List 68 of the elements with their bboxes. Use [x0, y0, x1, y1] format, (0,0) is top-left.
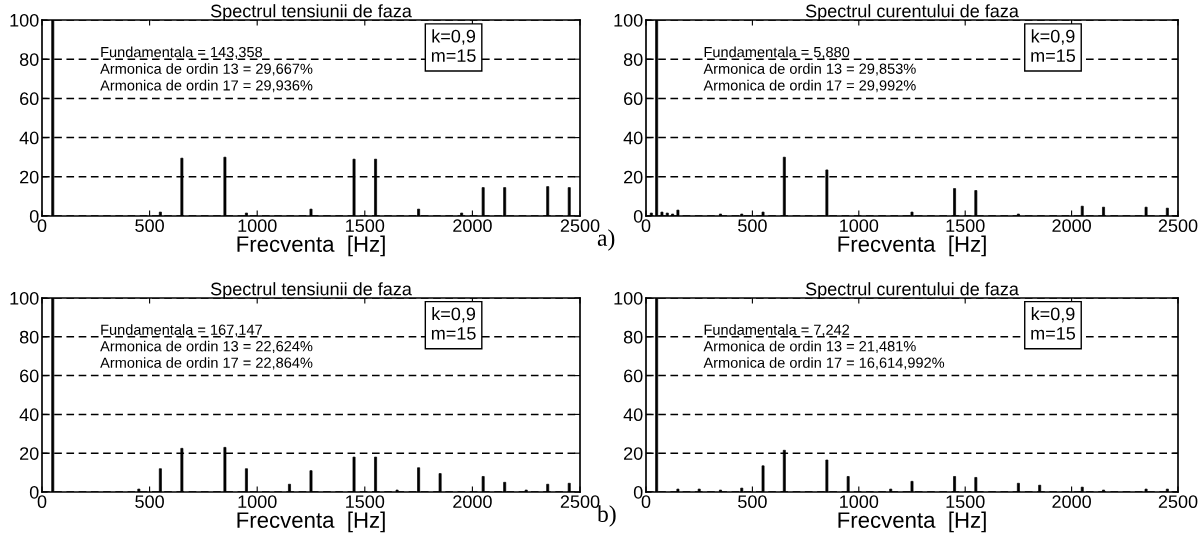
annotation: k=0,9 m=15	[431, 29, 476, 63]
x-tick-label: 2500	[1158, 495, 1198, 509]
text: a)	[597, 229, 615, 251]
x-axis-title: Frecventa [Hz]	[237, 511, 385, 533]
y-tick-label: 20	[20, 447, 39, 460]
x-tick-label: 1500	[346, 219, 385, 233]
y-tick-label: 0	[29, 485, 39, 499]
y-tick-label: 60	[20, 369, 39, 383]
y-tick-label: 100	[10, 291, 39, 305]
x-tick-label: 1000	[840, 219, 879, 233]
x-tick-label: 2000	[1052, 219, 1091, 233]
annotation: Armonica de ordin 13 = 29,853%	[703, 63, 916, 76]
chart-title: Spectrul tensiunii de faza	[210, 4, 412, 21]
annotation: Armonica de ordin 13 = 22,624%	[100, 340, 313, 354]
x-tick-label: 2000	[453, 219, 492, 233]
annotation: Armonica de ordin 17 = 29,936%	[100, 79, 313, 93]
y-tick-label: 40	[623, 408, 643, 422]
annotation: Armonica de ordin 13 = 21,481%	[703, 340, 916, 354]
y-tick-label: 80	[19, 330, 39, 344]
x-tick-label: 1500	[946, 495, 985, 509]
annotation: Armonica de ordin 17 = 16,614,992%	[703, 357, 945, 370]
annotation: Armonica de ordin 17 = 22,864%	[100, 357, 313, 370]
annotation: Armonica de ordin 13 = 29,667%	[100, 63, 313, 76]
y-tick-label: 100	[614, 291, 643, 305]
x-tick-label: 2000	[453, 495, 492, 509]
y-tick-label: 80	[19, 53, 39, 66]
chart-title: Spectrul curentului de faza	[805, 4, 1019, 21]
chart-title: Spectrul tensiunii de faza	[210, 282, 412, 299]
x-tick-label: 2000	[1052, 495, 1091, 509]
y-tick-label: 0	[633, 485, 643, 499]
annotation: k=0,9 m=15	[431, 307, 476, 340]
y-tick-label: 40	[623, 131, 643, 145]
x-tick-label: 2500	[560, 219, 600, 233]
annotation: k=0,9 m=15	[1031, 29, 1076, 63]
y-tick-label: 100	[10, 13, 39, 27]
annotation: Fundamentala = 7,242	[704, 324, 850, 337]
y-tick-label: 20	[20, 170, 39, 184]
x-tick-label: 1500	[346, 495, 385, 509]
x-tick-label: 500	[738, 495, 767, 509]
x-axis-title: Frecventa [Hz]	[237, 235, 385, 257]
x-tick-label: 1000	[238, 495, 277, 509]
y-tick-label: 0	[633, 209, 643, 223]
x-tick-label: 1000	[840, 495, 879, 509]
y-tick-label: 20	[624, 447, 643, 460]
x-tick-label: 500	[135, 219, 164, 233]
x-tick-label: 500	[135, 495, 164, 509]
y-tick-label: 40	[19, 131, 39, 145]
y-tick-label: 80	[623, 53, 643, 66]
chart-title: Spectrul curentului de faza	[805, 282, 1019, 299]
x-axis-title: Frecventa [Hz]	[838, 235, 986, 257]
y-tick-label: 60	[20, 92, 39, 106]
x-axis-title: Frecventa [Hz]	[838, 511, 986, 533]
y-tick-label: 60	[624, 369, 643, 383]
y-tick-label: 100	[614, 13, 643, 27]
y-tick-label: 80	[623, 330, 643, 344]
x-tick-label: 1000	[238, 219, 277, 233]
annotation: Fundamentala = 5,880	[704, 46, 850, 59]
y-tick-label: 20	[624, 170, 643, 184]
x-tick-label: 500	[738, 219, 767, 233]
y-tick-label: 0	[29, 209, 39, 223]
x-tick-label: 1500	[946, 219, 985, 233]
y-tick-label: 40	[19, 408, 39, 422]
annotation: Fundamentala = 167,147	[101, 324, 262, 337]
y-tick-label: 60	[624, 92, 643, 106]
annotation: Fundamentala = 143,358	[101, 46, 263, 59]
annotation: k=0,9 m=15	[1031, 307, 1076, 340]
annotation: Armonica de ordin 17 = 29,992%	[703, 79, 916, 93]
x-tick-label: 2500	[1158, 219, 1198, 233]
